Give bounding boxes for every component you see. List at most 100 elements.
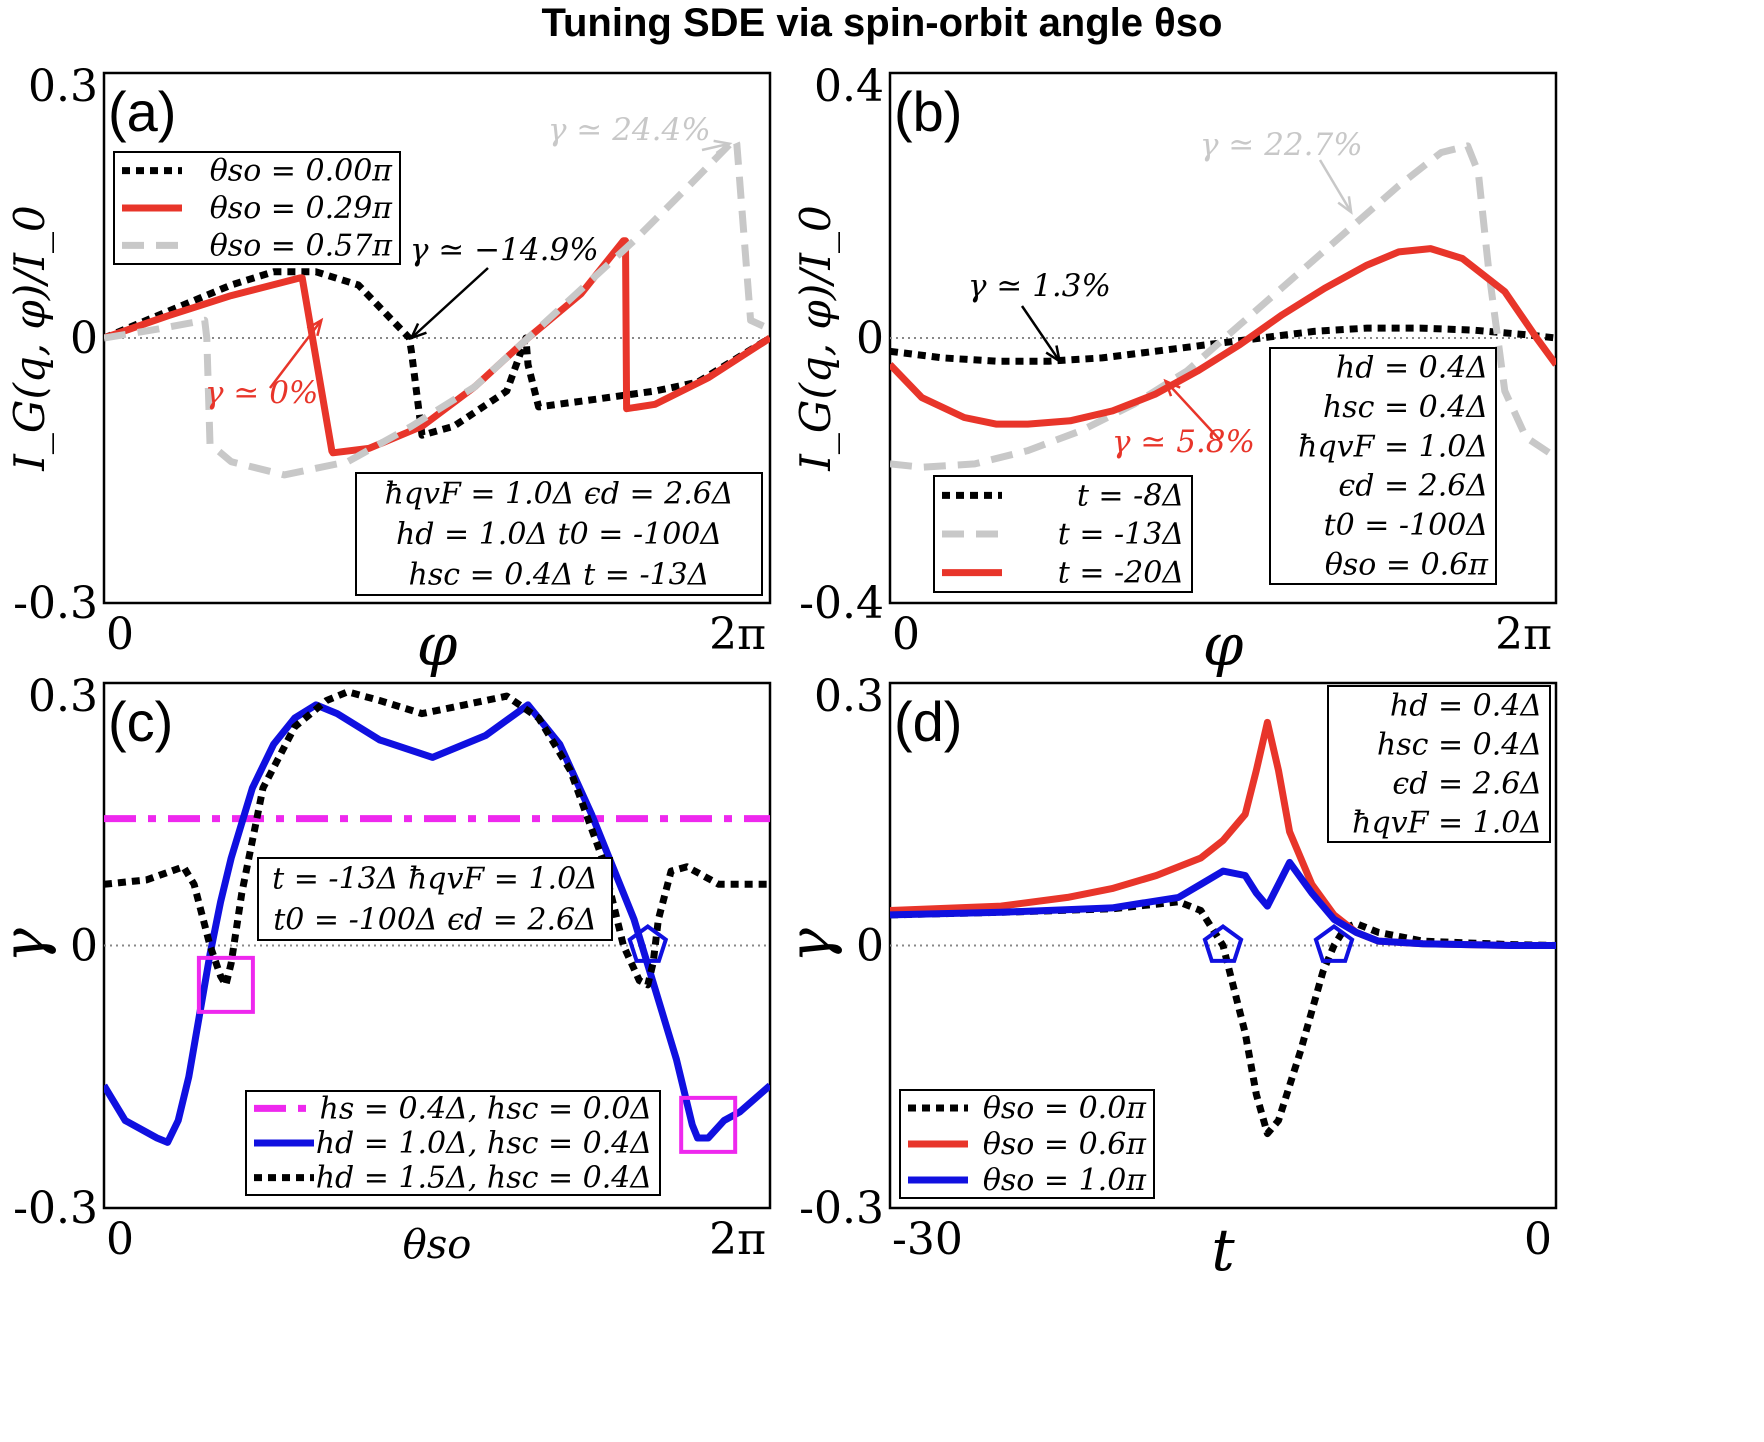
x-tick-label: 0 [1524,1214,1552,1265]
pentagon-marker [627,924,669,963]
legend: t = -8Δ t = -13Δ t = -20Δ [933,475,1193,593]
annotation-arrowhead [1337,196,1353,215]
y-tick-label: 0 [856,313,884,364]
parameter-box: ħqvF = 1.0Δ ϵd = 2.6Δ hd = 1.0Δ t0 = -100… [355,472,763,596]
legend-entry: hd = 1.5Δ, hsc = 0.4Δ [316,1161,652,1196]
annotation-label: γ ≃ 5.8% [1112,424,1255,460]
y-tick-label: -0.3 [799,1183,884,1234]
x-tick-label: 2π [709,609,766,660]
annotation-arrow [410,267,489,339]
parameter-line: hd = 0.4Δ [1390,689,1542,724]
x-axis-label: φ [417,611,458,679]
square-marker [679,1095,738,1154]
series-group [890,142,1556,471]
parameter-line: θso = 0.6π [1325,547,1489,582]
x-axis-label: θso [403,1222,472,1268]
parameter-line: ħqvF = 1.0Δ [1352,806,1542,841]
annotation-arrowhead [306,317,324,337]
annotation-label: γ ≃ 24.4% [548,112,711,148]
y-axis-label: γ [0,928,58,963]
parameter-line: ħqvF = 1.0Δ [1298,429,1488,464]
parameter-line: t = -13Δ ħqvF = 1.0Δ [272,862,598,897]
parameter-box: hd = 0.4Δ hsc = 0.4Δ ϵd = 2.6Δ ħqvF = 1.0Δ [1327,685,1551,843]
parameter-box-frame [1327,685,1551,843]
legend-entry: t = -13Δ [1058,517,1184,552]
y-tick-label: -0.4 [799,578,884,629]
x-axis-label: φ [1203,611,1244,679]
annotation-label: γ ≃ −14.9% [410,232,599,268]
annotation-label: γ ≃ 1.3% [968,268,1111,304]
square-marker [196,955,255,1014]
series-line-2 [890,142,1556,471]
parameter-line: hd = 0.4Δ [1336,351,1488,386]
panel-b: γ ≃ 22.7% γ ≃ 1.3% γ ≃ 5.8% t = -8Δ t = -13Δ… [791,61,1558,679]
series-group [890,718,1556,1138]
series-group [104,688,770,1146]
x-tick-label: -30 [892,1214,963,1265]
legend-entry: t = -8Δ [1077,478,1184,513]
panel-a: γ ≃ 24.4%γ ≃ −14.9%γ ≃ 0%θso = 0.00πθso … [5,61,772,679]
x-axis-label: t [1211,1216,1235,1284]
parameter-box: hd = 0.4Δ hsc = 0.4Δ ħqvF = 1.0Δ ϵd = 2.6Δ t… [1269,347,1497,585]
annotation-arrow [269,319,323,389]
y-tick-label: 0 [70,313,98,364]
parameter-line: ϵd = 2.6Δ [1338,469,1488,504]
legend-entry: θso = 0.57π [210,228,394,263]
parameter-box-frame [257,857,613,941]
annotation-label: γ ≃ 22.7% [1200,127,1363,163]
y-tick-label: -0.3 [13,578,98,629]
parameter-box-frame [355,472,763,596]
legend-entry: θso = 0.6π [983,1127,1147,1162]
parameter-line: ϵd = 2.6Δ [1392,767,1542,802]
annotation-label: γ ≃ 0% [205,375,318,411]
series-line-3 [890,245,1556,428]
pentagon-marker [1313,924,1355,963]
annotation-arrowhead [409,322,427,341]
y-tick-label: 0 [70,921,98,972]
figure-title: Tuning SDE via spin-orbit angle θso [542,1,1223,45]
legend-entry: θso = 1.0π [983,1163,1147,1198]
parameter-box-frame [1269,347,1497,585]
annotation-arrowhead [713,139,733,155]
y-tick-label: 0.3 [28,61,98,112]
parameter-line: hsc = 0.4Δ [1377,728,1542,763]
annotation-arrowhead [1045,345,1062,364]
y-axis-label: γ [776,928,844,963]
x-tick-label: 2π [1495,609,1552,660]
parameter-line: hsc = 0.4Δ [1323,390,1488,425]
plots-container: γ ≃ 24.4%γ ≃ −14.9%γ ≃ 0%θso = 0.00πθso … [0,61,1558,1284]
x-tick-label: 2π [709,1214,766,1265]
series-line-3 [104,135,770,479]
parameter-line: ħqvF = 1.0Δ ϵd = 2.6Δ [385,476,734,511]
y-tick-label: 0.4 [814,61,884,112]
legend-entry: θso = 0.00π [210,154,394,189]
panel-label: (c) [108,690,173,753]
legend-entry: θso = 0.29π [210,191,394,226]
y-tick-label: -0.3 [13,1183,98,1234]
x-tick-label: 0 [892,609,920,660]
x-tick-label: 0 [106,609,134,660]
y-tick-label: 0.3 [28,671,98,722]
y-axis-label: I_G(q, φ)/I_0 [791,205,840,471]
legend-entry: hs = 0.4Δ, hsc = 0.0Δ [320,1091,652,1126]
pentagon-marker [1202,924,1244,963]
parameter-line: hsc = 0.4Δ t = -13Δ [409,558,710,593]
parameter-line: t0 = -100Δ ϵd = 2.6Δ [273,903,597,938]
annotation-arrow [1318,159,1353,213]
legend-entry: hd = 1.0Δ, hsc = 0.4Δ [316,1126,652,1161]
legend-box [245,1090,661,1196]
panel-label: (a) [108,80,176,143]
series-line-3 [890,858,1556,949]
legend-entry: θso = 0.0π [983,1091,1147,1126]
y-tick-label: 0.3 [814,671,884,722]
series-group [104,135,770,479]
annotation-arrow [1164,380,1221,441]
annotation-arrow [701,142,730,152]
series-line-1 [104,268,770,439]
annotation-arrow [1020,305,1061,362]
